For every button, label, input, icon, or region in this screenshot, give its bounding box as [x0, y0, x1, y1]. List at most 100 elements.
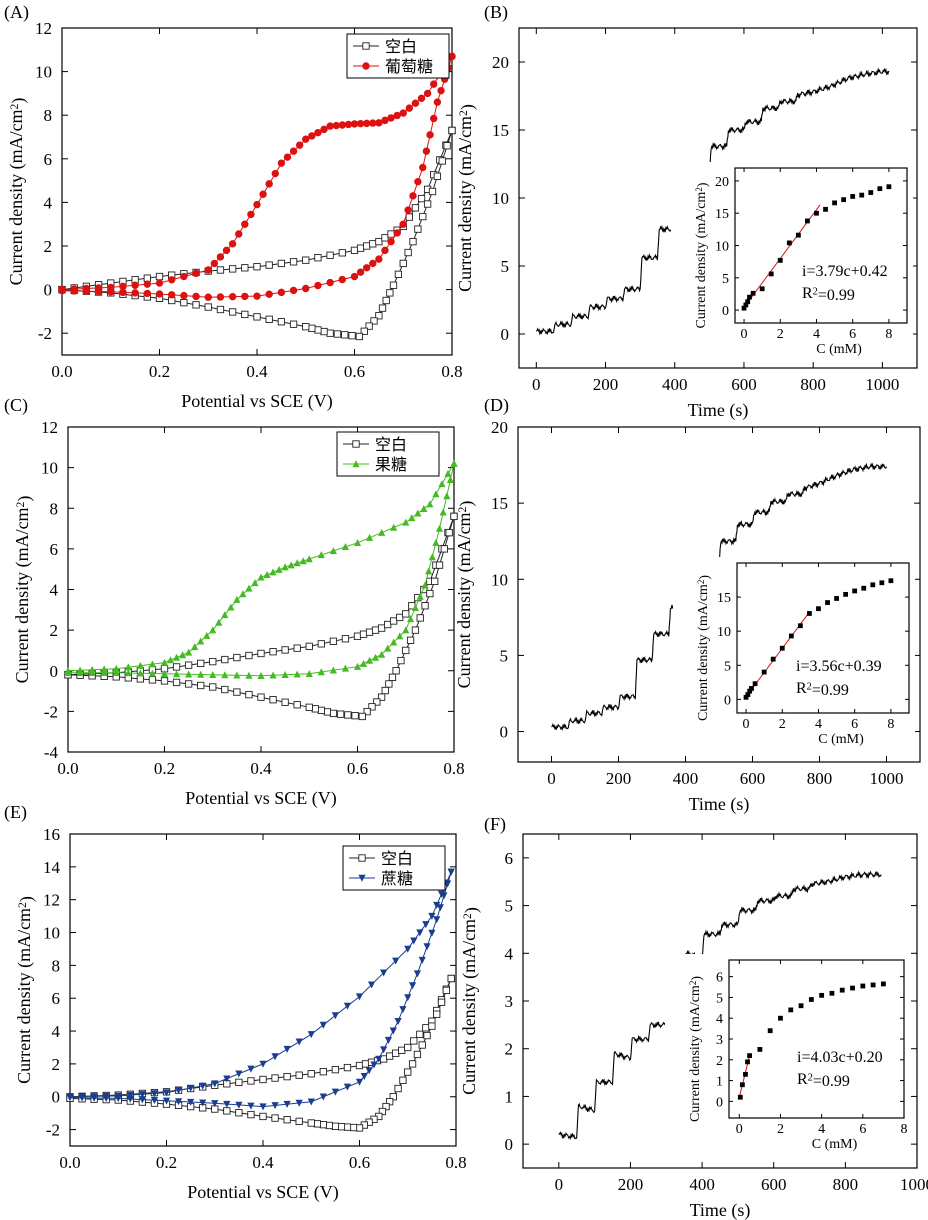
data-point: [381, 686, 389, 695]
data-point: [185, 648, 193, 656]
inset-plot-frame: [736, 562, 910, 714]
data-point: [399, 259, 407, 268]
data-point: [436, 904, 444, 912]
data-point: [124, 663, 132, 671]
data-point: [408, 982, 417, 990]
data-point: [388, 673, 397, 682]
data-point: [331, 1012, 339, 1020]
data-point: [174, 1098, 183, 1106]
data-point: [148, 660, 157, 668]
data-point: [160, 669, 169, 677]
data-point: [392, 1049, 400, 1057]
chart-panel-a: 0.0 0.2 0.4 0.6 0.8 -2 0 2 4 6 8 10 12 (A) Potential v…: [4, 2, 463, 412]
x-tick-label: 800: [807, 769, 833, 788]
inset-y-axis-label: Current density (mA/cm2): [696, 575, 713, 721]
inset-data-point: [795, 232, 801, 238]
y-tick-label: 2: [50, 621, 59, 640]
data-point: [450, 512, 458, 521]
data-point: [317, 668, 325, 676]
data-point: [287, 561, 295, 569]
data-point: [368, 703, 376, 711]
x-tick-label: 1000: [900, 1175, 928, 1194]
data-point: [271, 1102, 279, 1110]
data-point: [417, 194, 426, 203]
x-tick-label: 200: [606, 769, 632, 788]
inset-data-point: [888, 578, 894, 584]
data-point: [216, 293, 225, 301]
data-point: [402, 610, 410, 618]
data-point: [378, 650, 386, 658]
y-tick-label: 20: [491, 418, 508, 437]
data-point: [430, 80, 438, 88]
chart-panel-c: 0.0 0.2 0.4 0.6 0.8 -4 -2 0 2 4 6 8 10 12 (C) Potential…: [4, 395, 465, 809]
data-point: [253, 313, 261, 321]
y-tick-label: 0: [52, 1088, 61, 1107]
data-point: [371, 653, 380, 661]
x-tick-label: 0.2: [156, 1153, 177, 1172]
inset-data-point: [745, 692, 751, 697]
data-point: [390, 617, 398, 625]
data-point: [257, 573, 265, 581]
data-point: [295, 1117, 303, 1126]
y-axis-label: Current density (mA/cm2): [6, 98, 29, 286]
data-point: [227, 603, 235, 611]
data-point: [337, 1123, 346, 1131]
data-point: [343, 1123, 352, 1131]
data-point: [166, 656, 175, 664]
inset-data-point: [743, 694, 749, 700]
inset-data-point: [770, 656, 776, 662]
data-point: [363, 242, 371, 250]
data-point: [143, 280, 152, 288]
data-point: [209, 626, 217, 634]
inset-data-point: [870, 982, 876, 988]
data-point: [216, 253, 225, 261]
data-point: [275, 565, 283, 573]
data-point: [307, 1031, 315, 1039]
data-point: [381, 234, 389, 242]
data-point: [305, 703, 313, 711]
data-point: [259, 190, 267, 198]
y-tick-label: 20: [492, 53, 509, 72]
data-point: [360, 327, 368, 335]
data-point: [399, 1076, 407, 1084]
x-tick-label: 200: [618, 1175, 644, 1194]
data-point: [428, 929, 436, 937]
data-point: [437, 998, 446, 1006]
x-tick-label: 0.6: [347, 759, 368, 778]
x-tick-label: 400: [673, 769, 699, 788]
data-point: [375, 237, 383, 246]
y-tick-label: 5: [500, 646, 509, 665]
inset-x-tick-label: 0: [741, 327, 748, 342]
data-point: [211, 1080, 219, 1088]
data-point: [430, 114, 438, 123]
y-tick-label: 10: [492, 189, 509, 208]
data-point: [358, 712, 366, 721]
data-point: [418, 1041, 426, 1049]
inset-data-point: [839, 987, 845, 993]
data-point: [283, 1116, 291, 1124]
inset-data-point: [850, 985, 855, 991]
data-point: [382, 296, 390, 305]
data-point: [259, 1075, 267, 1084]
data-point: [263, 570, 271, 578]
data-point: [235, 1109, 243, 1117]
data-point: [353, 632, 362, 640]
inset-data-point: [843, 591, 849, 597]
data-point: [317, 706, 325, 715]
data-point: [302, 135, 310, 143]
data-point: [187, 1084, 195, 1092]
data-point: [419, 163, 427, 172]
data-point: [432, 490, 440, 498]
y-tick-label: 8: [44, 106, 53, 125]
inset-x-tick-label: 6: [849, 327, 856, 342]
data-point: [355, 1078, 364, 1086]
data-point: [404, 1068, 412, 1076]
data-point: [384, 644, 392, 652]
data-point: [433, 1010, 441, 1018]
data-point: [66, 1094, 74, 1102]
data-point: [247, 1065, 255, 1073]
inset-x-tick-label: 8: [887, 717, 894, 732]
data-point: [399, 1006, 407, 1014]
y-tick-label: 6: [505, 849, 514, 868]
